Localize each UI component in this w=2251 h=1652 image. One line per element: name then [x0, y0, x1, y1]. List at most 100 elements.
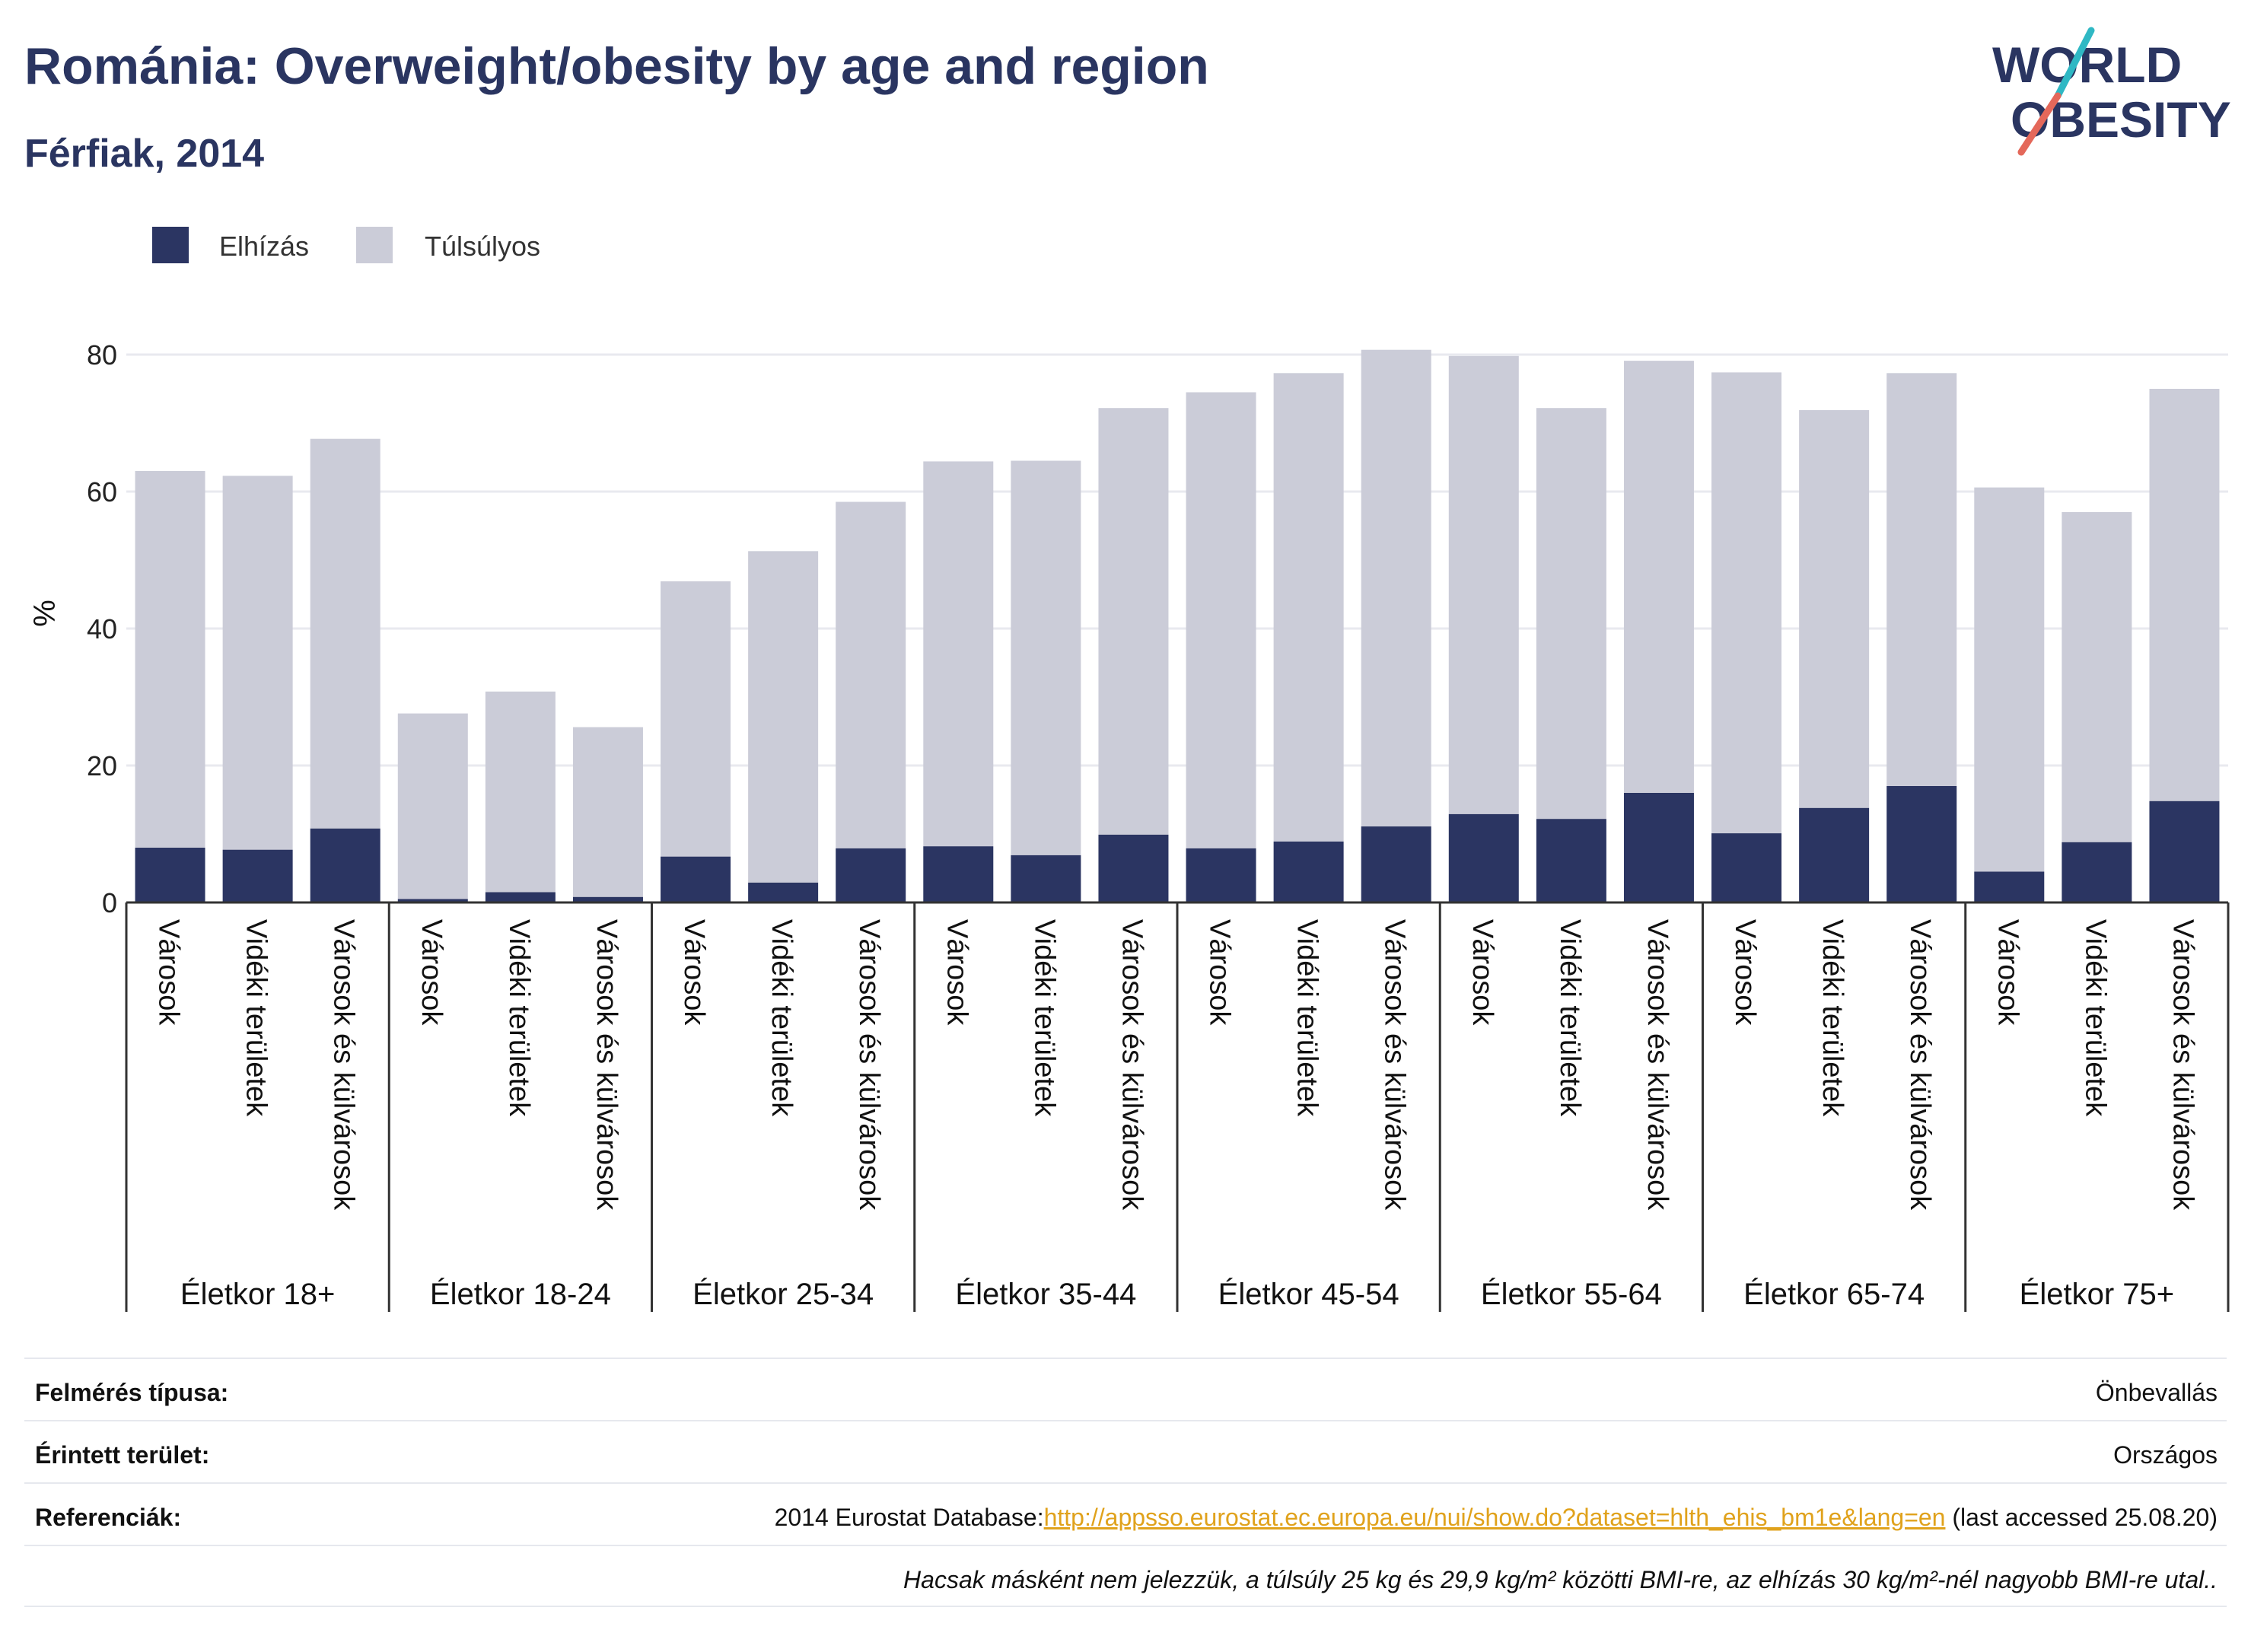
- x-category-label: Vidéki területek: [503, 919, 535, 1117]
- y-axis-label: %: [28, 600, 62, 627]
- x-group-label: Életkor 65-74: [1743, 1277, 1925, 1311]
- bar-overweight: [1974, 487, 2045, 872]
- bar-obesity: [1711, 833, 1782, 902]
- bar-overweight: [748, 551, 819, 883]
- logo-slash-teal: [2054, 27, 2095, 100]
- footer-row-references: Referenciák: 2014 Eurostat Database:http…: [24, 1482, 2227, 1545]
- bar-overweight: [1098, 408, 1169, 835]
- x-category-label: Városok és külvárosok: [591, 919, 622, 1211]
- bar-obesity: [748, 882, 819, 902]
- bar-obesity: [1448, 813, 1519, 902]
- x-category-label: Városok és külvárosok: [1379, 919, 1411, 1211]
- bar-obesity: [485, 892, 556, 902]
- y-tick-label: 20: [87, 750, 117, 781]
- bar-obesity: [1098, 834, 1169, 902]
- bmi-note: Hacsak másként nem jelezzük, a túlsúly 2…: [903, 1566, 2218, 1593]
- legend: Elhízás Túlsúlyos: [152, 227, 540, 263]
- logo-slash-red: [2017, 92, 2062, 156]
- bar-overweight: [572, 727, 643, 897]
- x-category-label: Városok és külvárosok: [853, 919, 885, 1211]
- bar-obesity: [1186, 848, 1256, 902]
- area-key: Érintett terület:: [35, 1441, 210, 1469]
- bar-obesity: [661, 856, 731, 902]
- footer-row-note: Hacsak másként nem jelezzük, a túlsúly 2…: [24, 1545, 2227, 1607]
- x-category-label: Városok: [153, 919, 185, 1026]
- bar-obesity: [1799, 807, 1870, 902]
- bar-overweight: [1361, 349, 1431, 827]
- bar-obesity: [397, 899, 468, 902]
- x-category-label: Városok: [1204, 919, 1236, 1026]
- x-category-label: Városok és külvárosok: [1116, 919, 1148, 1211]
- bar-obesity: [1623, 793, 1694, 902]
- bars: [135, 349, 2220, 902]
- x-category-label: Vidéki területek: [1291, 919, 1323, 1117]
- y-tick-label: 60: [87, 476, 117, 508]
- x-category-label: Városok: [941, 919, 973, 1026]
- x-group-label: Életkor 25-34: [692, 1277, 874, 1311]
- bar-overweight: [1799, 409, 1870, 808]
- x-category-label: Városok: [1466, 919, 1498, 1026]
- x-category-label: Vidéki területek: [1816, 919, 1848, 1117]
- bar-overweight: [836, 501, 906, 848]
- legend-swatch-overweight: [356, 227, 393, 263]
- bar-obesity: [2062, 842, 2132, 902]
- bar-overweight: [1273, 373, 1344, 842]
- ref-link[interactable]: http://appsso.eurostat.ec.europa.eu/nui/…: [1043, 1504, 1946, 1531]
- bar-obesity: [2149, 801, 2220, 902]
- x-category-label: Vidéki területek: [1554, 919, 1586, 1117]
- bar-obesity: [572, 896, 643, 902]
- x-category-label: Városok: [1729, 919, 1761, 1026]
- x-category-label: Vidéki területek: [1028, 919, 1060, 1117]
- x-group-label: Életkor 75+: [2020, 1277, 2174, 1311]
- bar-obesity: [1273, 841, 1344, 902]
- bar-overweight: [397, 713, 468, 899]
- survey-type-key: Felmérés típusa:: [35, 1379, 229, 1406]
- references-value: 2014 Eurostat Database:http://appsso.eur…: [775, 1504, 2218, 1532]
- bar-obesity: [135, 848, 205, 902]
- bar-overweight: [2149, 389, 2220, 801]
- survey-type-value: Önbevallás: [2095, 1379, 2218, 1406]
- bar-overweight: [923, 461, 994, 847]
- x-category-label: Vidéki területek: [2079, 919, 2111, 1117]
- bar-overweight: [1186, 392, 1256, 848]
- x-category-label: Vidéki területek: [240, 919, 272, 1117]
- bar-overweight: [1886, 373, 1957, 786]
- stacked-bar-chart: Elhízás Túlsúlyos % 0 20 40 60 80 Városok Vid…: [28, 227, 2230, 1312]
- bar-overweight: [135, 471, 205, 848]
- x-group-label: Életkor 35-44: [955, 1277, 1136, 1311]
- y-tick-label: 0: [102, 887, 117, 918]
- x-axis: Városok Vidéki területek Városok és külvár…: [125, 901, 2230, 1312]
- bar-obesity: [836, 848, 906, 902]
- bar-overweight: [661, 581, 731, 857]
- y-tick-label: 40: [87, 613, 117, 645]
- bar-obesity: [1886, 786, 1957, 902]
- x-category-label: Városok: [415, 919, 447, 1026]
- area-value: Országos: [2113, 1441, 2218, 1469]
- bar-overweight: [2062, 512, 2132, 842]
- x-category-label: Városok és külvárosok: [2167, 919, 2198, 1211]
- bar-overweight: [1011, 460, 1081, 855]
- bar-obesity: [310, 828, 380, 902]
- logo-line2: OBESITY: [2011, 91, 2231, 148]
- x-category-label: Városok és külvárosok: [1641, 919, 1673, 1211]
- bar-overweight: [1711, 372, 1782, 834]
- x-group-label: Életkor 55-64: [1481, 1277, 1662, 1311]
- bar-obesity: [923, 846, 994, 902]
- legend-swatch-obesity: [152, 227, 189, 263]
- bar-overweight: [1623, 361, 1694, 794]
- footer-row-survey-type: Felmérés típusa: Önbevallás: [24, 1358, 2227, 1420]
- bar-obesity: [222, 849, 293, 902]
- bar-overweight: [310, 438, 380, 829]
- bar-obesity: [1011, 855, 1081, 902]
- bar-obesity: [1974, 871, 2045, 902]
- x-category-label: Városok: [1992, 919, 2023, 1026]
- bar-overweight: [485, 691, 556, 893]
- ref-prefix: 2014 Eurostat Database:: [774, 1504, 1044, 1531]
- bar-overweight: [222, 476, 293, 850]
- world-obesity-logo: WORLD OBESITY: [1992, 27, 2231, 156]
- footer-info: Felmérés típusa: Önbevallás Érintett ter…: [24, 1358, 2227, 1607]
- x-category-label: Vidéki területek: [766, 919, 798, 1117]
- x-category-label: Városok és külvárosok: [1904, 919, 1936, 1211]
- legend-label-overweight: Túlsúlyos: [425, 231, 540, 262]
- bar-overweight: [1536, 408, 1606, 820]
